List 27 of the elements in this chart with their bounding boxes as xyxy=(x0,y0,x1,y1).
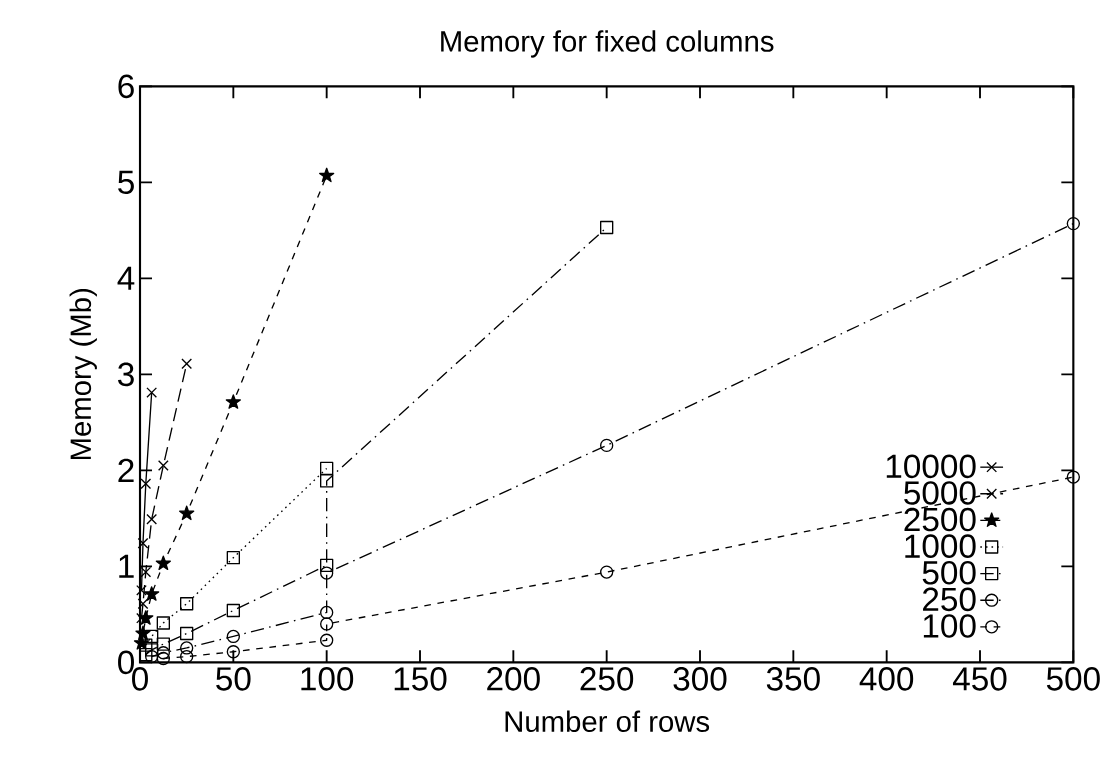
x-axis-title: Number of rows xyxy=(505,710,710,733)
y-tick-label: 1 xyxy=(119,554,134,578)
y-tick-label: 5 xyxy=(118,170,134,194)
y-tick-label: 4 xyxy=(117,266,135,290)
y-tick-label: 2 xyxy=(118,458,134,482)
x-tick-label: 500 xyxy=(1046,667,1100,691)
legend-label: 1000 xyxy=(905,534,976,558)
x-tick-label: 200 xyxy=(487,667,540,691)
x-tick-label: 300 xyxy=(673,667,727,691)
x-tick-label: 400 xyxy=(859,667,914,691)
legend-label: 2500 xyxy=(904,507,976,532)
y-tick-label: 0 xyxy=(118,650,134,675)
y-axis-title: Memory (Mb) xyxy=(69,289,97,460)
y-tick-label: 3 xyxy=(118,362,134,387)
chart-title: Memory for fixed columns xyxy=(441,30,774,58)
legend-label: 5000 xyxy=(904,481,976,505)
x-tick-label: 450 xyxy=(952,667,1007,691)
legend-label: 500 xyxy=(922,560,976,585)
x-tick-label: 100 xyxy=(301,667,354,691)
x-tick-label: 350 xyxy=(766,667,820,691)
legend-label: 100 xyxy=(923,614,976,638)
x-tick-label: 50 xyxy=(216,667,251,691)
legend-label: 10000 xyxy=(886,454,976,479)
x-tick-label: 150 xyxy=(394,667,447,691)
y-tick-label: 6 xyxy=(118,74,134,99)
x-tick-label: 250 xyxy=(580,667,634,691)
legend-label: 250 xyxy=(923,587,976,612)
